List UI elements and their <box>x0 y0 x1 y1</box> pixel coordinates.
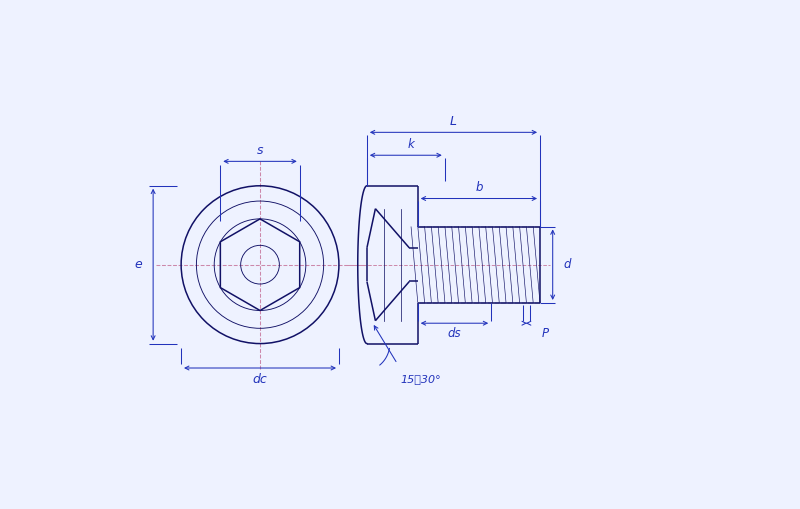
Text: ds: ds <box>448 327 462 340</box>
Text: e: e <box>134 258 142 271</box>
Text: b: b <box>475 181 482 194</box>
Text: d: d <box>564 258 571 271</box>
Text: s: s <box>257 144 263 157</box>
Text: 15～30°: 15～30° <box>400 374 441 384</box>
Text: P: P <box>542 327 549 340</box>
Text: dc: dc <box>253 373 267 386</box>
Text: L: L <box>450 115 457 128</box>
Text: k: k <box>407 137 414 151</box>
